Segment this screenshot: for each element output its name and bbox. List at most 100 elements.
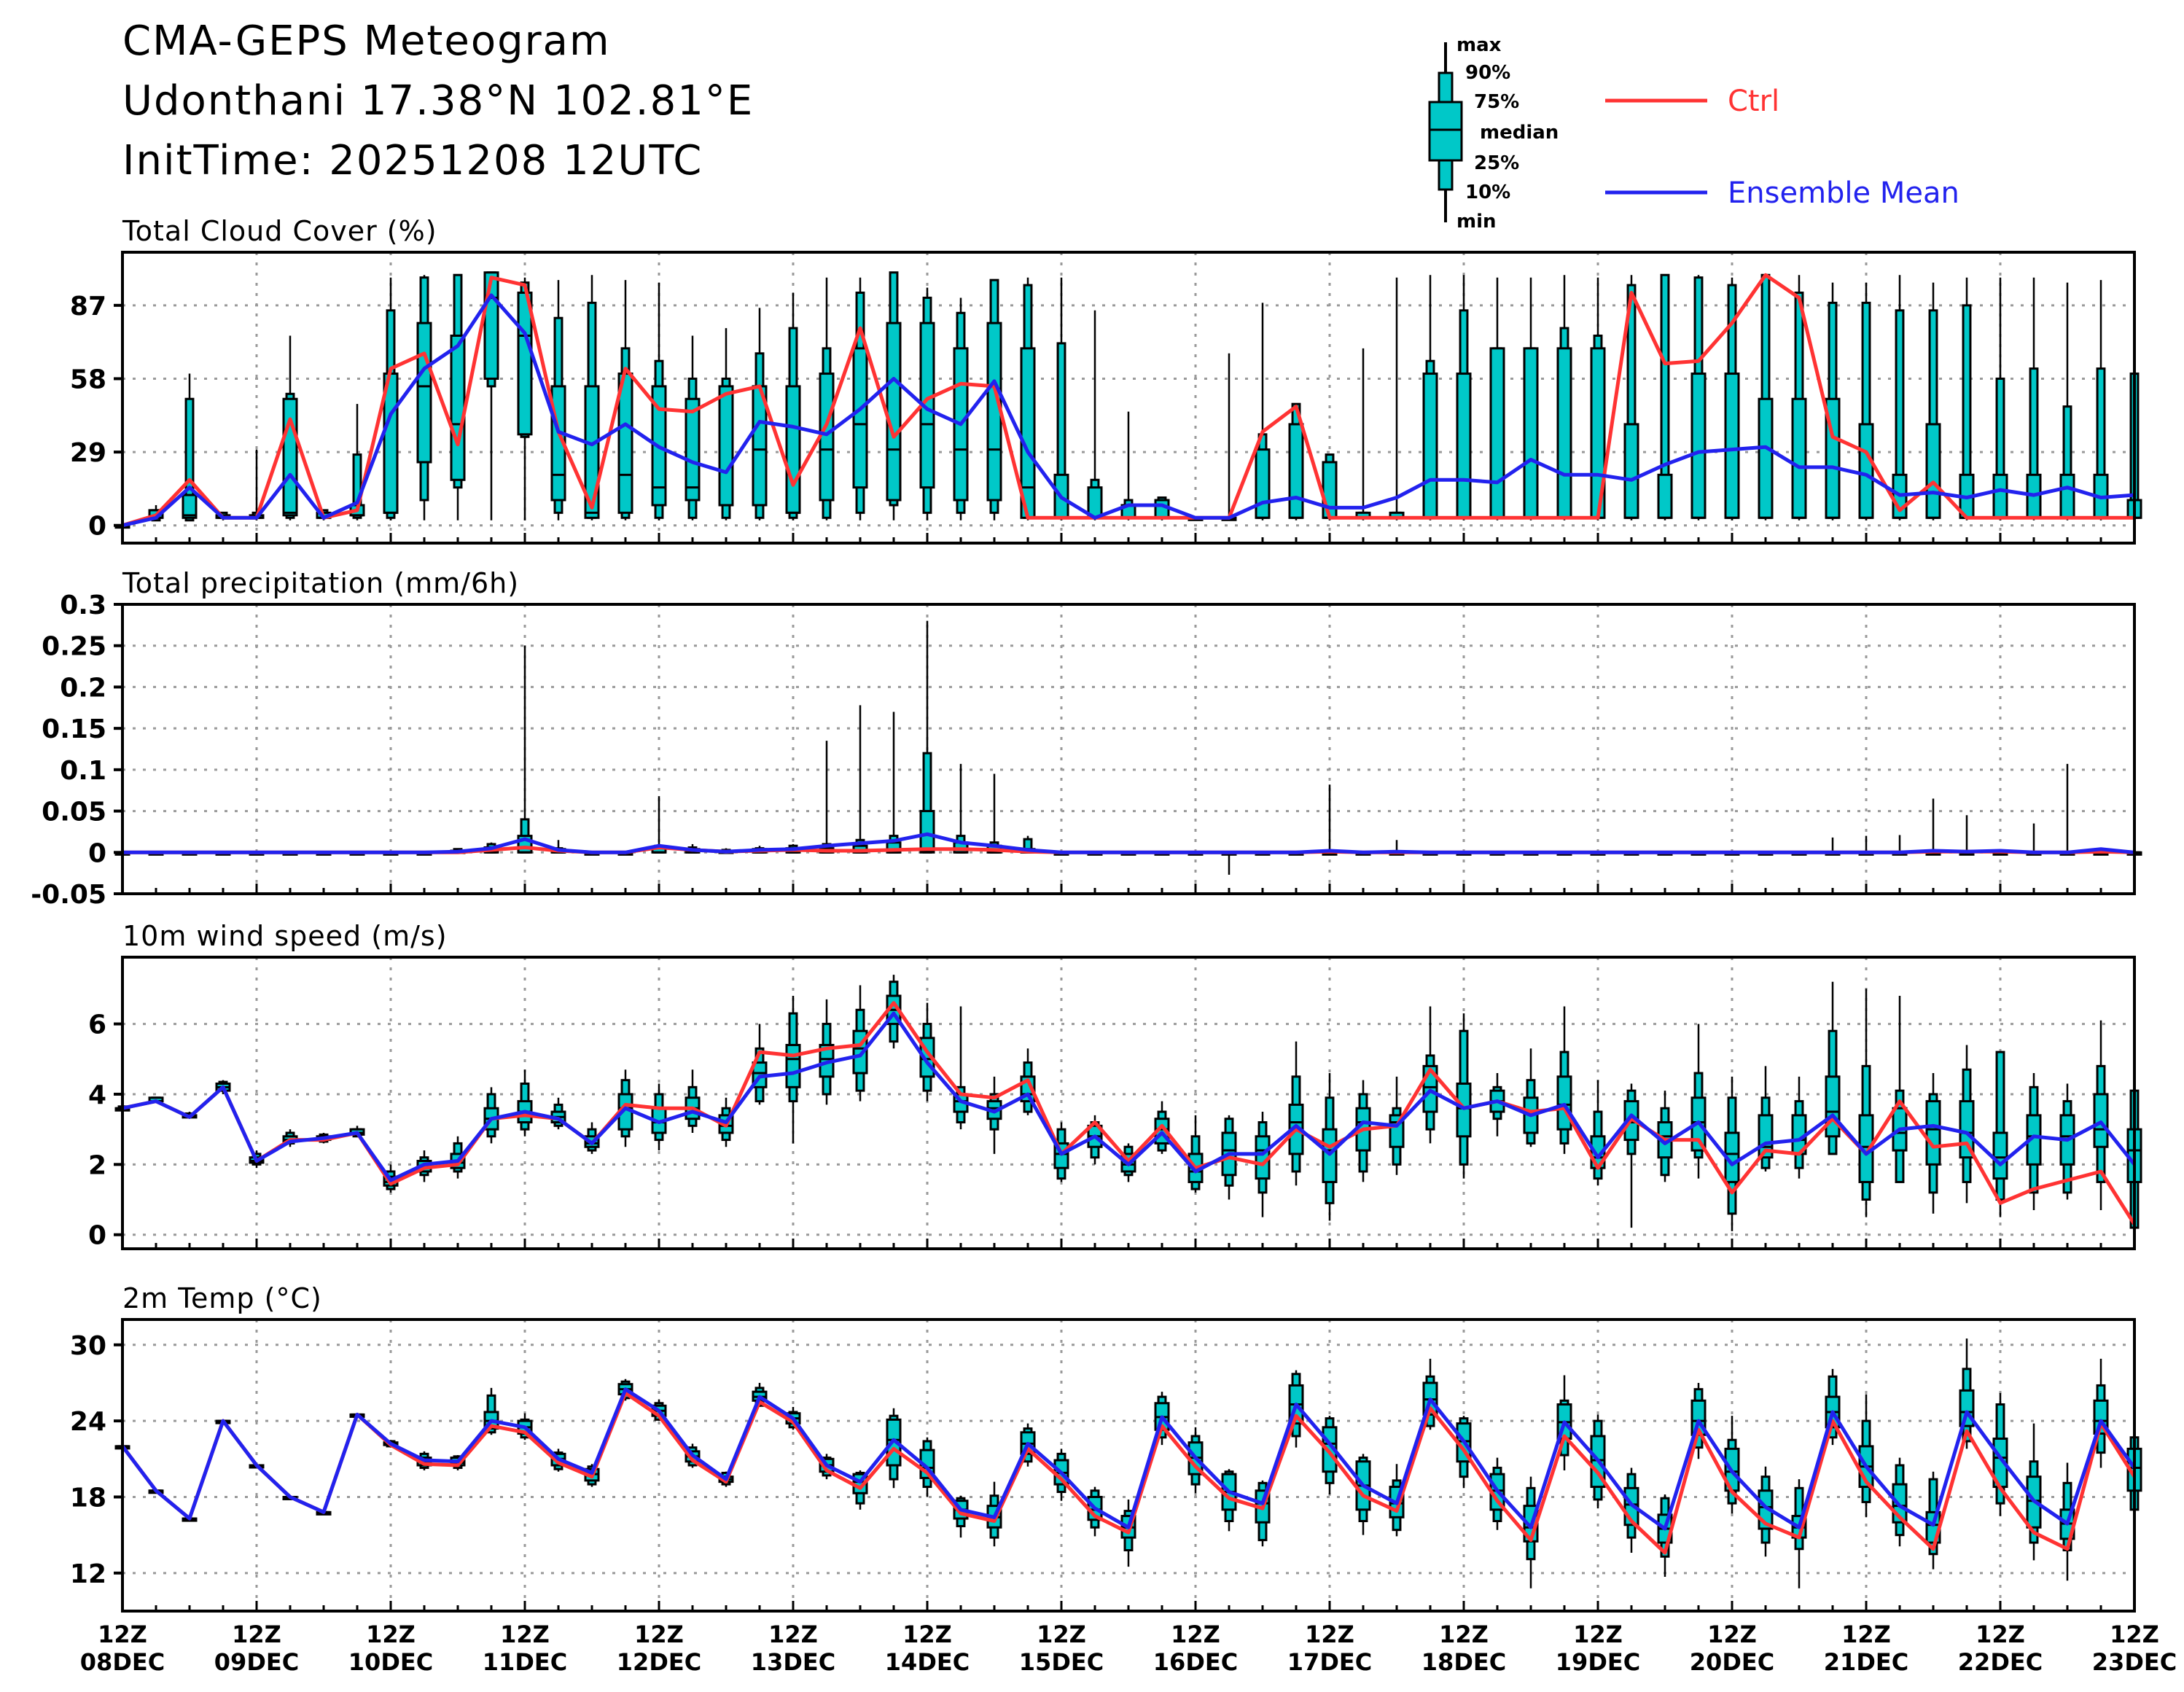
x-tick-label-time: 12Z xyxy=(1841,1621,1891,1648)
y-tick-label: 18 xyxy=(70,1483,106,1513)
box-25-75 xyxy=(182,494,198,519)
y-tick-label: -0.05 xyxy=(31,880,106,910)
y-tick-label: 6 xyxy=(88,1010,106,1040)
box-25-75 xyxy=(1020,347,1036,519)
y-tick-label: 29 xyxy=(70,438,106,468)
box-25-75 xyxy=(1154,499,1170,519)
x-tick-label-date: 15DEC xyxy=(1019,1648,1104,1676)
box-25-75 xyxy=(1791,397,1807,519)
box-25-75 xyxy=(785,1043,801,1088)
x-tick-label-date: 08DEC xyxy=(80,1648,165,1676)
box-25-75 xyxy=(584,385,600,519)
x-tick-label-time: 12Z xyxy=(2110,1621,2159,1648)
x-axis: 12Z08DEC12Z09DEC12Z10DEC12Z11DEC12Z12DEC… xyxy=(80,1621,2177,1676)
box-25-75 xyxy=(718,385,734,507)
x-tick-label-date: 16DEC xyxy=(1153,1648,1238,1676)
ctrl-line xyxy=(122,273,2134,528)
y-tick-label: 0.2 xyxy=(60,673,106,703)
x-tick-label-date: 14DEC xyxy=(885,1648,970,1676)
location-label: Udonthani 17.38°N 102.81°E xyxy=(122,77,754,125)
ctrl-line xyxy=(121,1391,2137,1555)
x-tick-label-date: 09DEC xyxy=(214,1648,299,1676)
box-25-75 xyxy=(483,271,499,380)
box-10-90 xyxy=(352,453,362,519)
box-25-75 xyxy=(450,334,466,481)
x-tick-label-time: 12Z xyxy=(1439,1621,1489,1648)
x-tick-label-date: 22DEC xyxy=(1958,1648,2043,1676)
box-25-75 xyxy=(785,385,801,514)
y-tick-label: 0.05 xyxy=(42,798,106,827)
box-25-75 xyxy=(1489,347,1505,519)
y-tick-label: 2 xyxy=(88,1150,106,1180)
legend-box-25-75 xyxy=(1428,101,1463,162)
panel-title: 2m Temp (°C) xyxy=(122,1282,322,1314)
legend-mean-label: Ensemble Mean xyxy=(1728,176,1959,210)
box-25-75 xyxy=(1523,347,1539,519)
x-tick-label-time: 12Z xyxy=(768,1621,818,1648)
box-25-75 xyxy=(1992,1131,2008,1180)
box-25-75 xyxy=(1657,473,1673,519)
x-tick-label-time: 12Z xyxy=(634,1621,684,1648)
legend-box-label: max xyxy=(1456,34,1502,56)
box-25-75 xyxy=(1758,397,1774,519)
y-tick-label: 30 xyxy=(70,1331,106,1361)
box-25-75 xyxy=(1925,1100,1941,1166)
legend-box-label: 10% xyxy=(1465,182,1510,203)
x-tick-label-date: 11DEC xyxy=(483,1648,567,1676)
x-tick-label-time: 12Z xyxy=(1707,1621,1757,1648)
y-tick-label: 0 xyxy=(88,512,106,542)
panel-title: 10m wind speed (m/s) xyxy=(122,920,448,952)
legend-box-label: median xyxy=(1480,122,1559,144)
x-tick-label-date: 23DEC xyxy=(2092,1648,2177,1676)
x-tick-label-time: 12Z xyxy=(1573,1621,1623,1648)
box-25-75 xyxy=(1925,423,1941,519)
ctrl-line xyxy=(122,1001,2137,1225)
x-tick-label-date: 18DEC xyxy=(1421,1648,1506,1676)
legend-box-label: min xyxy=(1456,211,1497,233)
ensemble-mean-line xyxy=(122,832,2135,854)
box-25-75 xyxy=(1288,423,1304,519)
y-tick-label: 0 xyxy=(88,838,106,868)
x-tick-label-time: 12Z xyxy=(232,1621,281,1648)
x-tick-label-time: 12Z xyxy=(1171,1621,1220,1648)
box-25-75 xyxy=(1422,373,1438,519)
legend-box-label: 90% xyxy=(1465,62,1510,84)
y-tick-label: 0.15 xyxy=(42,714,106,744)
x-tick-label-date: 12DEC xyxy=(617,1648,701,1676)
chart-title: CMA-GEPS Meteogram xyxy=(122,17,611,65)
box-25-75 xyxy=(886,321,902,502)
panel-title: Total Cloud Cover (%) xyxy=(122,215,437,247)
box-25-75 xyxy=(416,321,432,464)
box-25-75 xyxy=(819,373,835,502)
x-tick-label-time: 12Z xyxy=(1976,1621,2025,1648)
x-tick-label-date: 20DEC xyxy=(1690,1648,1774,1676)
legend-box-label: 75% xyxy=(1474,91,1519,113)
legend-lines: Ctrl Ensemble Mean xyxy=(1605,85,1959,210)
x-tick-label-date: 10DEC xyxy=(348,1648,433,1676)
box-25-75 xyxy=(852,347,868,489)
x-tick-label-time: 12Z xyxy=(902,1621,952,1648)
x-tick-label-date: 21DEC xyxy=(1824,1648,1908,1676)
y-tick-label: 4 xyxy=(88,1080,106,1110)
y-tick-label: 0.1 xyxy=(60,756,106,786)
box-25-75 xyxy=(919,810,935,854)
box-25-75 xyxy=(1623,423,1639,519)
x-tick-label-time: 12Z xyxy=(366,1621,416,1648)
box-25-75 xyxy=(1556,347,1572,519)
y-tick-label: 0.3 xyxy=(60,590,106,620)
box-25-75 xyxy=(1456,373,1472,519)
legend-box-glyph: max 90% 75% median 25% 10% min xyxy=(1428,34,1559,233)
box-25-75 xyxy=(517,292,533,436)
box-25-75 xyxy=(685,397,701,502)
box-25-75 xyxy=(1858,423,1874,519)
legend-box-label: 25% xyxy=(1474,152,1519,174)
box-25-75 xyxy=(2059,473,2075,519)
box-25-75 xyxy=(1255,448,1271,519)
panel-title: Total precipitation (mm/6h) xyxy=(122,567,519,599)
legend-ctrl-label: Ctrl xyxy=(1728,85,1779,118)
panel-2: Total precipitation (mm/6h) -0.05 0 0.05 0.1… xyxy=(31,567,2142,910)
box-25-75 xyxy=(1690,373,1707,519)
y-tick-label: 12 xyxy=(70,1559,106,1589)
